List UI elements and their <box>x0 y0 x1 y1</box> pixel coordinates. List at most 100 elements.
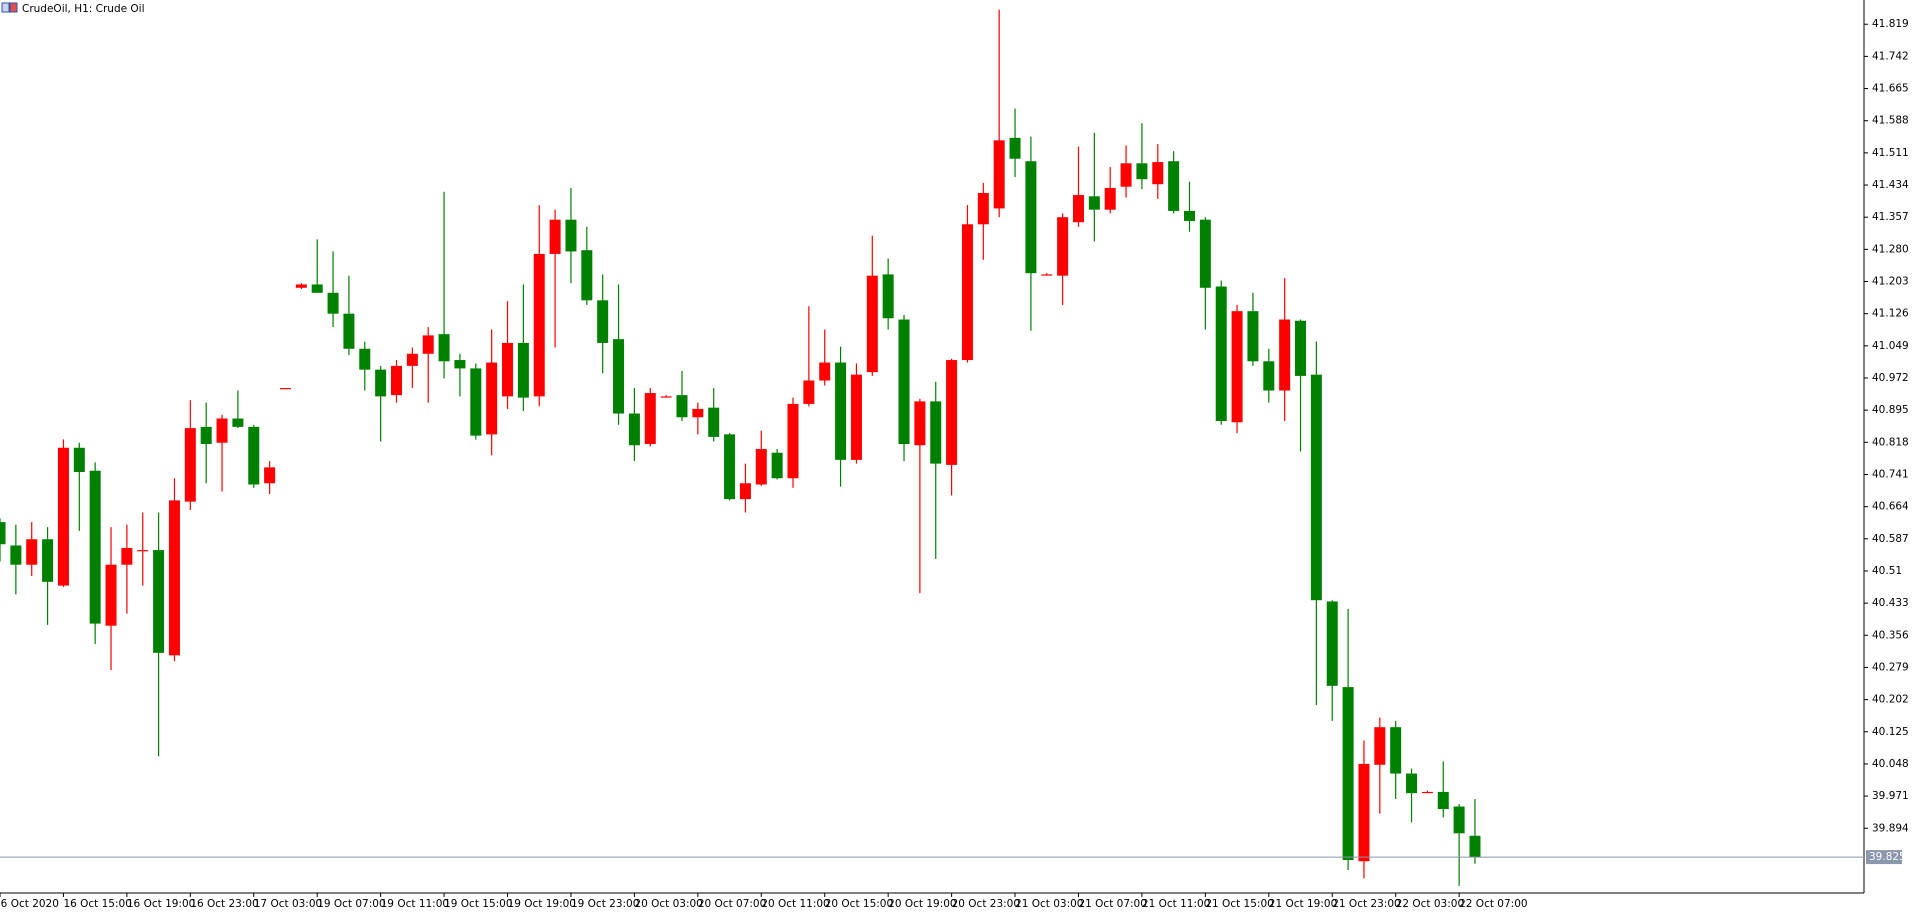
candle-body <box>1437 791 1449 810</box>
candle-body <box>26 539 38 565</box>
y-tick-label: 41.665 <box>1872 83 1909 95</box>
x-tick-label: 21 Oct 23:00 <box>1332 898 1400 910</box>
x-tick-label: 19 Oct 11:00 <box>381 898 449 910</box>
x-tick-label: 20 Oct 03:00 <box>634 898 702 910</box>
candle-body <box>1469 835 1481 858</box>
candle-body <box>1184 210 1195 221</box>
candle-body <box>1453 806 1465 834</box>
y-tick-label: 41.819 <box>1872 18 1909 30</box>
y-tick-label: 41.126 <box>1872 308 1909 320</box>
y-tick-label: 41.357 <box>1872 211 1909 223</box>
candle-body <box>1072 195 1084 223</box>
current-price-box <box>1866 850 1902 865</box>
y-tick-label: 40.433 <box>1872 597 1909 609</box>
x-tick-label: 19 Oct 07:00 <box>317 898 385 910</box>
candle-body <box>708 407 720 437</box>
candle-body <box>850 374 862 460</box>
candle-body <box>517 342 529 398</box>
candle-body <box>1009 137 1021 159</box>
x-tick-label: 22 Oct 07:00 <box>1459 898 1527 910</box>
icon <box>1 2 10 13</box>
candle-body <box>1263 361 1275 391</box>
x-tick-label: 19 Oct 23:00 <box>571 898 639 910</box>
candle-body <box>216 418 228 443</box>
candle-body <box>644 393 656 444</box>
x-tick-label: 21 Oct 11:00 <box>1142 898 1210 910</box>
x-tick-label: 16 Oct 15:00 <box>63 898 131 910</box>
candle-body <box>1310 374 1322 601</box>
candle-body <box>295 284 307 288</box>
candle-body <box>153 550 165 653</box>
x-tick-label: 16 Oct 2020 <box>0 898 59 910</box>
y-tick-label: 40.202 <box>1872 694 1909 706</box>
candle-body <box>930 401 942 464</box>
y-tick-label: 39.971 <box>1872 790 1909 802</box>
candle-body <box>168 500 180 656</box>
candle-body <box>232 418 244 427</box>
y-tick-label: 40.587 <box>1872 533 1909 545</box>
candle-body <box>200 426 212 444</box>
candle-body <box>993 140 1005 209</box>
candle-body <box>1168 161 1180 211</box>
candle-body <box>73 447 85 472</box>
candle-body <box>581 250 593 301</box>
x-tick-label: 17 Oct 03:00 <box>254 898 322 910</box>
candle-body <box>502 342 514 397</box>
x-tick-label: 20 Oct 11:00 <box>761 898 829 910</box>
candle-body <box>10 545 22 565</box>
candle-body <box>613 339 625 414</box>
y-tick-label: 40.664 <box>1872 501 1909 513</box>
candle-body <box>1342 687 1354 861</box>
candle-body <box>882 274 894 319</box>
y-tick-label: 40.51 <box>1872 565 1902 577</box>
y-tick-label: 40.741 <box>1872 468 1909 480</box>
candle-body <box>375 369 387 397</box>
y-tick-label: 41.280 <box>1872 243 1909 255</box>
current-price-label: 39.825 <box>1869 851 1906 863</box>
candle-body <box>787 403 799 479</box>
candle-body <box>977 192 989 225</box>
x-tick-label: 16 Oct 19:00 <box>127 898 195 910</box>
candle-body <box>1279 319 1291 391</box>
candle-body <box>1231 311 1243 423</box>
candle-body <box>1358 763 1370 862</box>
y-tick-label: 41.049 <box>1872 340 1909 352</box>
x-tick-label: 21 Oct 15:00 <box>1205 898 1273 910</box>
y-tick-label: 40.895 <box>1872 404 1909 416</box>
candle-body <box>1199 219 1211 288</box>
candle-body <box>470 368 482 436</box>
candle-body <box>819 362 831 381</box>
candle-body <box>597 300 609 343</box>
candle-body <box>184 428 196 502</box>
y-tick-label: 40.818 <box>1872 436 1909 448</box>
x-tick-label: 20 Oct 19:00 <box>888 898 956 910</box>
candle-body <box>1215 286 1227 422</box>
candle-body <box>1295 320 1307 376</box>
candle-body <box>1041 274 1053 276</box>
candle-body <box>803 380 815 404</box>
candle-body <box>549 219 561 254</box>
x-tick-label: 22 Oct 03:00 <box>1396 898 1464 910</box>
candle-body <box>771 452 783 479</box>
candle-body <box>1088 196 1100 210</box>
chart-title: CrudeOil, H1: Crude Oil <box>22 3 145 15</box>
candle-body <box>946 360 958 465</box>
y-tick-label: 40.048 <box>1872 758 1909 770</box>
candle-body <box>1025 161 1037 274</box>
candle-body <box>343 313 355 349</box>
candle-body <box>105 564 117 626</box>
candle-body <box>676 395 688 418</box>
x-tick-label: 20 Oct 23:00 <box>952 898 1020 910</box>
candle-body <box>0 522 6 545</box>
x-tick-label: 19 Oct 15:00 <box>444 898 512 910</box>
candle-body <box>486 362 498 435</box>
candle-body <box>279 388 291 390</box>
candle-body <box>391 365 402 396</box>
candle-body <box>1247 311 1259 362</box>
candle-body <box>248 426 260 485</box>
candle-body <box>961 224 973 361</box>
x-tick-label: 16 Oct 23:00 <box>190 898 258 910</box>
candle-body <box>1120 163 1132 187</box>
candle-body <box>1374 727 1386 765</box>
candle-body <box>914 401 926 446</box>
